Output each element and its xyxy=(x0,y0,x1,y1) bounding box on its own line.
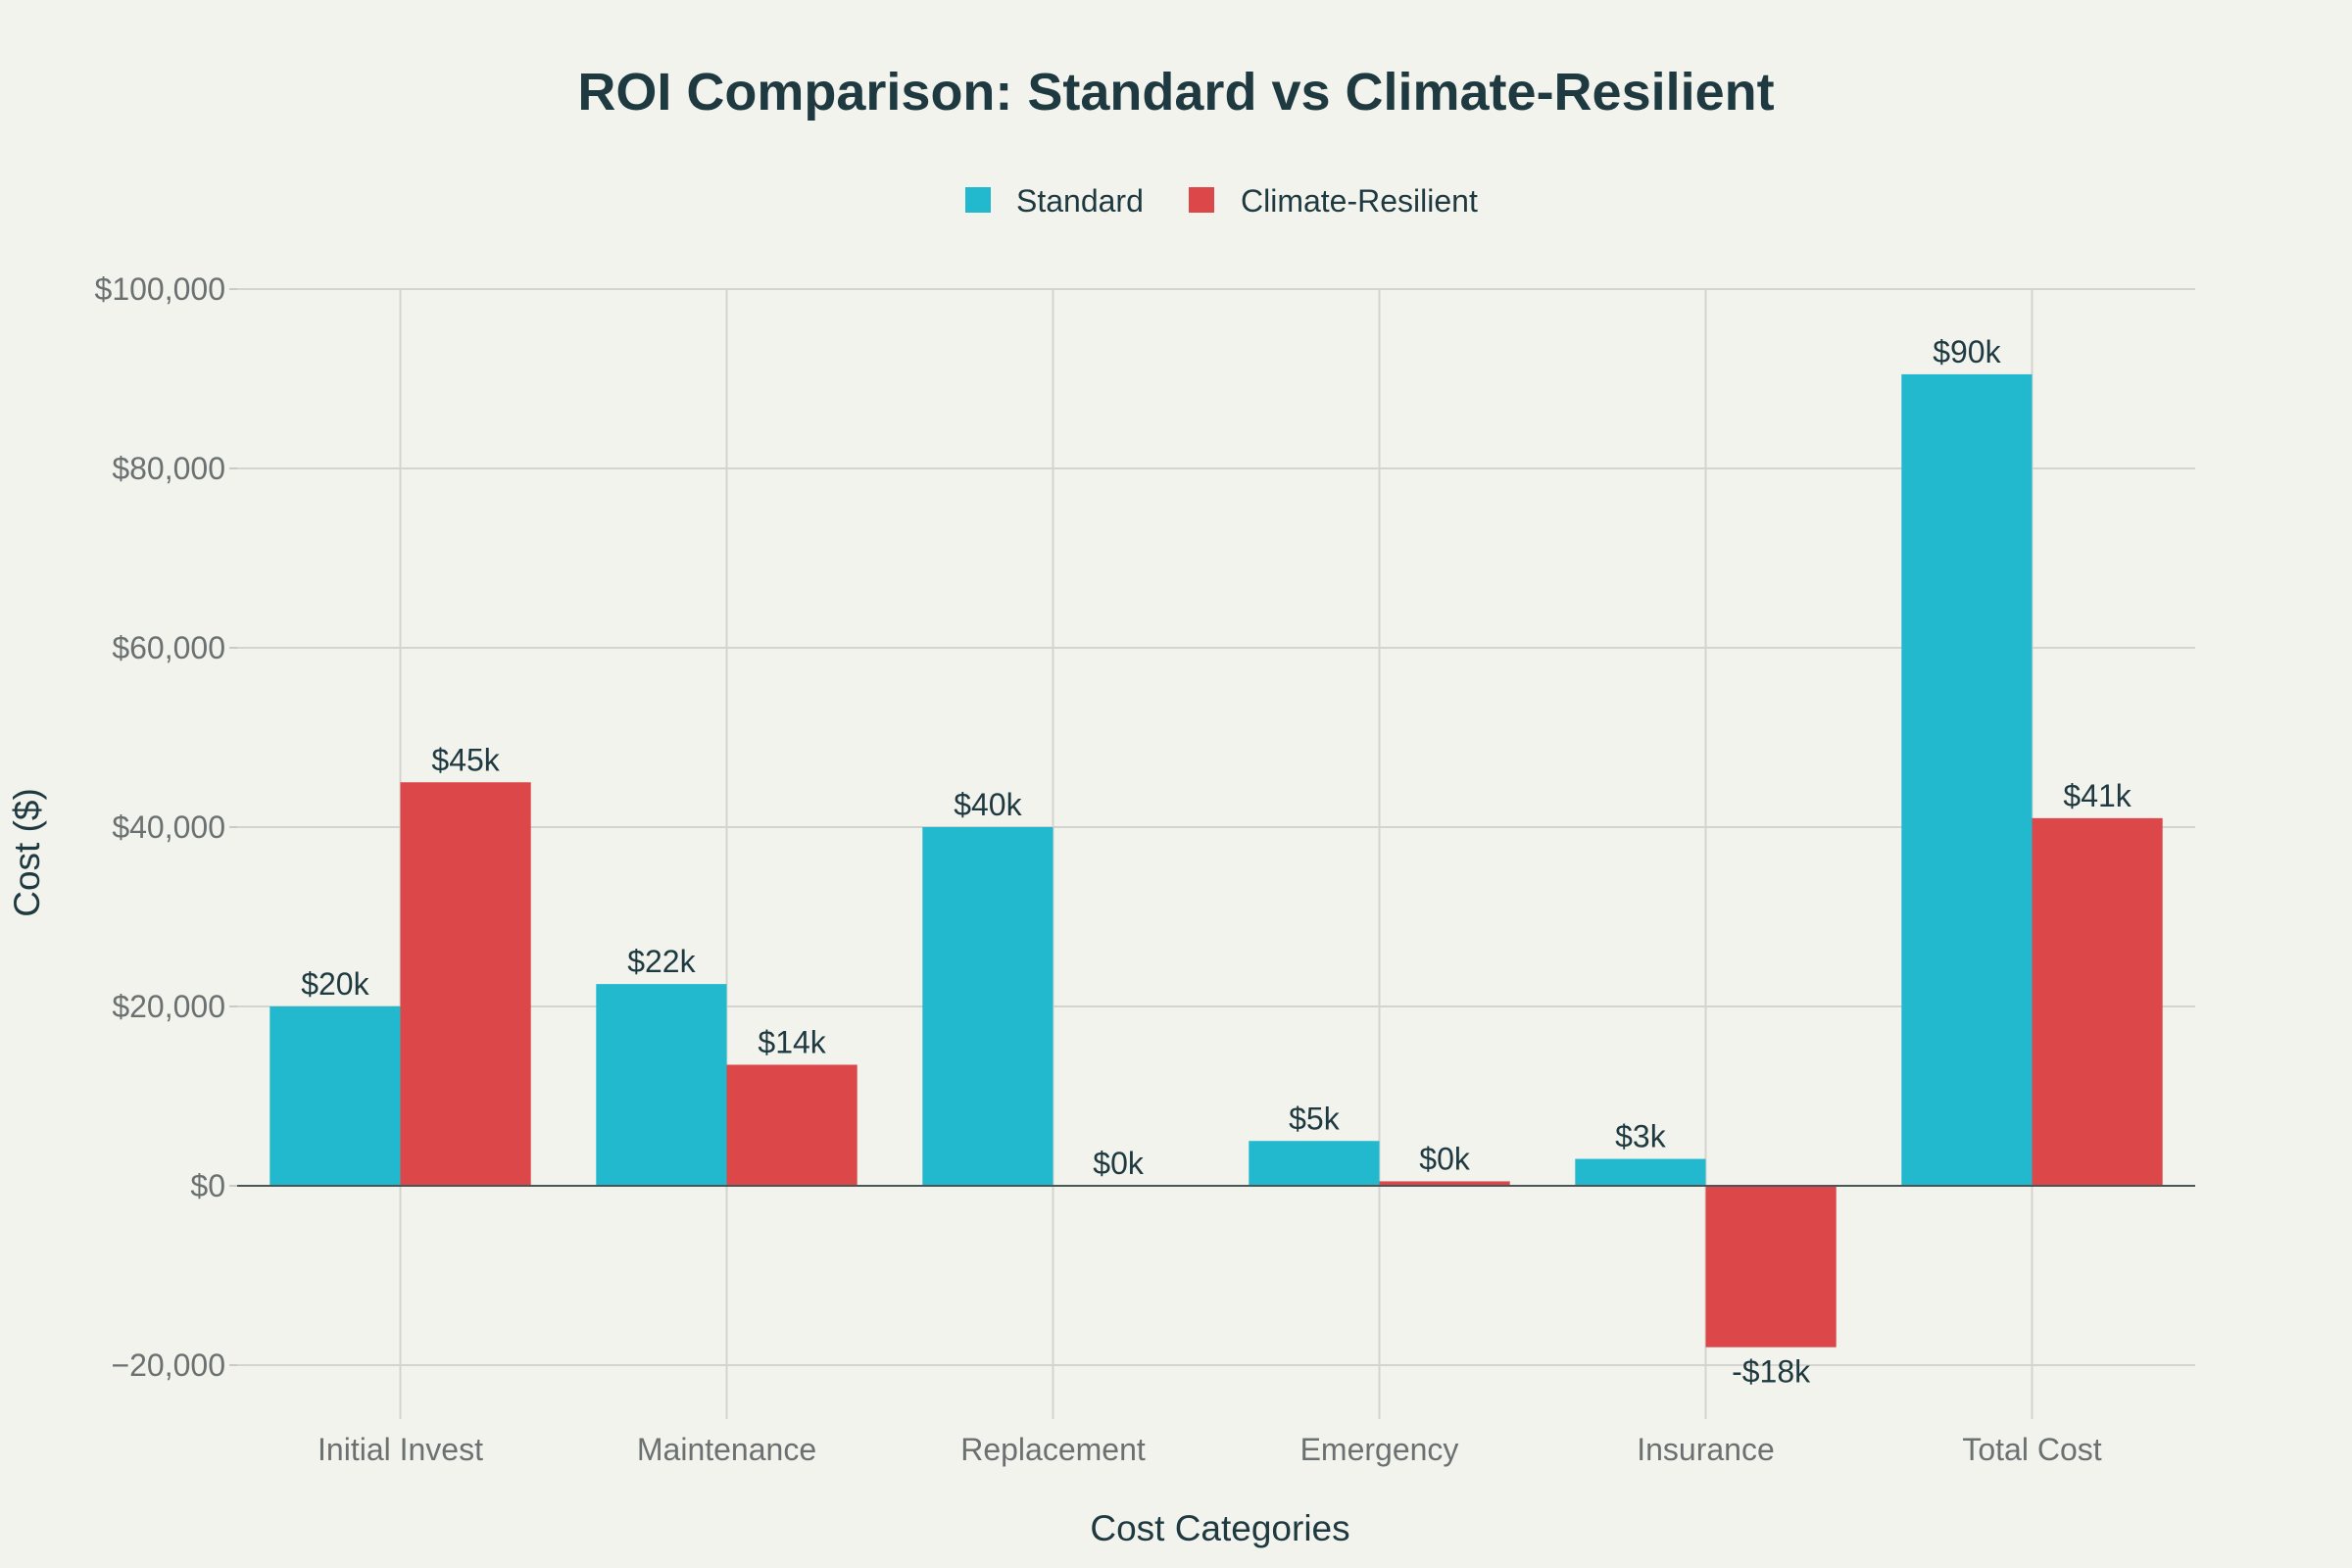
x-tick-label: Emergency xyxy=(1300,1432,1459,1467)
x-tick-label: Maintenance xyxy=(637,1432,816,1467)
bar-climate-resilient xyxy=(2032,817,2163,1186)
axis-layer: −20,000 $0 $20,000 $40,000 $60,000 $80,000 $10… xyxy=(95,271,2195,1467)
label-layer: $20k $45k $22k $14k $40k $0k $5k $0k $3k -$18k $90… xyxy=(301,334,2132,1390)
y-tick-label: −20,000 xyxy=(111,1348,225,1383)
data-label: $20k xyxy=(301,966,369,1002)
y-tick-label: $40,000 xyxy=(112,809,225,845)
legend-label-standard: Standard xyxy=(1016,183,1144,219)
data-label: $41k xyxy=(2063,778,2132,813)
data-label: $22k xyxy=(627,944,696,979)
x-axis-title: Cost Categories xyxy=(1090,1508,1349,1548)
y-axis-title: Cost ($) xyxy=(7,788,47,917)
data-label: $40k xyxy=(954,787,1022,822)
bar-climate-resilient xyxy=(726,1064,858,1186)
y-tick-label: $100,000 xyxy=(95,271,225,307)
bar-standard xyxy=(1249,1141,1380,1186)
x-tick-label: Initial Invest xyxy=(318,1432,483,1467)
data-label: $14k xyxy=(758,1024,826,1059)
x-tick-label: Replacement xyxy=(960,1432,1146,1467)
data-label: $45k xyxy=(431,742,500,777)
y-tick-label: $0 xyxy=(190,1168,225,1203)
bar-climate-resilient xyxy=(1705,1186,1837,1348)
data-label: $90k xyxy=(1933,334,2001,369)
x-tick-label: Total Cost xyxy=(1962,1432,2101,1467)
data-label: $5k xyxy=(1289,1101,1341,1136)
bar-standard xyxy=(270,1006,401,1186)
y-tick-label: $20,000 xyxy=(112,989,225,1024)
y-tick-label: $60,000 xyxy=(112,630,225,665)
legend-label-climate-resilient: Climate-Resilient xyxy=(1241,183,1478,219)
chart-title: ROI Comparison: Standard vs Climate-Resi… xyxy=(577,63,1774,122)
bar-climate-resilient xyxy=(400,782,531,1186)
data-label: $0k xyxy=(1093,1146,1145,1181)
bar-standard xyxy=(596,984,727,1186)
legend: Standard Climate-Resilient xyxy=(965,183,1478,219)
legend-swatch-standard xyxy=(965,187,991,213)
data-label: -$18k xyxy=(1732,1354,1811,1390)
data-label: $3k xyxy=(1615,1119,1667,1154)
x-tick-label: Insurance xyxy=(1637,1432,1775,1467)
bar-standard xyxy=(1901,373,2033,1186)
legend-swatch-climate-resilient xyxy=(1189,187,1214,213)
y-tick-label: $80,000 xyxy=(112,451,225,486)
bar-standard xyxy=(922,827,1054,1186)
data-label: $0k xyxy=(1419,1141,1471,1176)
bar-layer xyxy=(270,373,2163,1348)
bar-standard xyxy=(1575,1158,1706,1186)
bar-climate-resilient xyxy=(1379,1181,1510,1186)
